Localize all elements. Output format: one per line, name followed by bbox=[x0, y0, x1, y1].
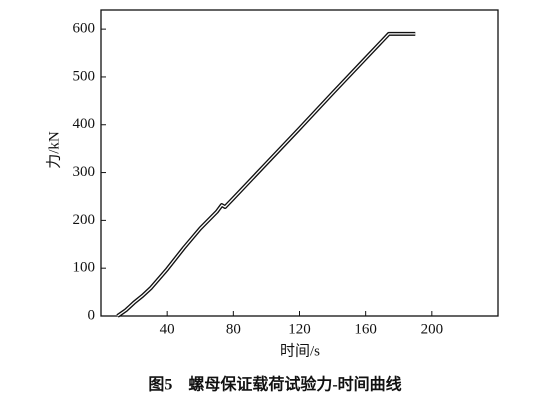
data-line bbox=[116, 31, 416, 318]
y-tick-label: 300 bbox=[73, 164, 96, 180]
x-tick-label: 120 bbox=[288, 321, 311, 337]
x-axis-label: 时间/s bbox=[280, 342, 320, 359]
y-tick-label: 600 bbox=[73, 21, 96, 37]
y-axis-label: 力/kN bbox=[45, 131, 62, 169]
y-tick-label: 500 bbox=[73, 68, 96, 84]
x-tick-label: 80 bbox=[226, 321, 241, 337]
x-tick-label: 40 bbox=[160, 321, 175, 337]
y-tick-label: 0 bbox=[88, 307, 96, 323]
y-tick-label: 100 bbox=[73, 260, 96, 276]
x-tick-label: 160 bbox=[354, 321, 377, 337]
x-tick-label: 200 bbox=[421, 321, 444, 337]
y-tick-label: 200 bbox=[73, 212, 96, 228]
caption: 图5 螺母保证载荷试验力-时间曲线 bbox=[148, 375, 401, 394]
y-tick-label: 400 bbox=[73, 116, 96, 132]
plot-frame bbox=[100, 9, 499, 317]
data-line-inner bbox=[117, 33, 416, 317]
